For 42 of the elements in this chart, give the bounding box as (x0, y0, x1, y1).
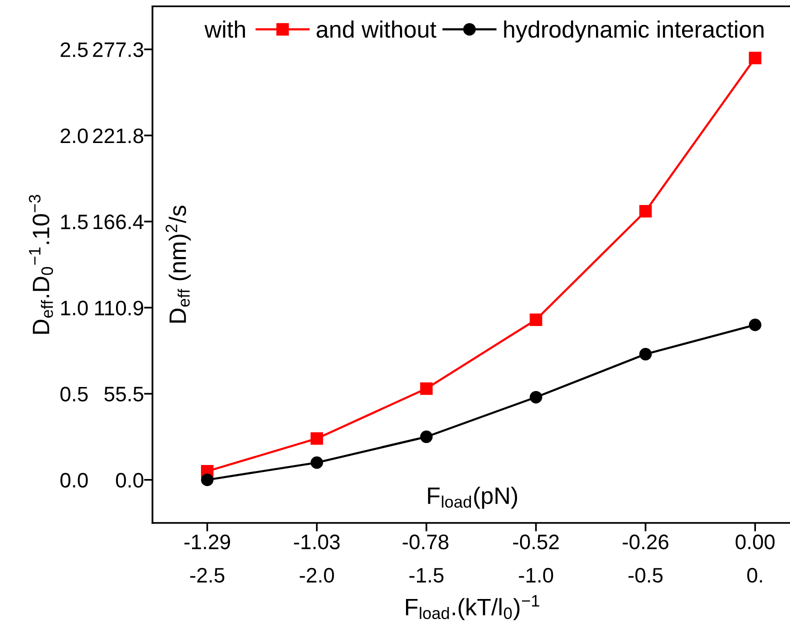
point (748, 52, 762, 64)
y-tick-label: 0.0 (60, 472, 88, 488)
point (310, 456, 324, 469)
point (530, 313, 542, 326)
y-tick-label: 1.0 (61, 300, 88, 316)
x-tick-label: -0.5 (628, 568, 663, 583)
y-tick-label: 1.5 (61, 214, 88, 230)
point (748, 318, 762, 332)
point (310, 432, 324, 445)
x2-tick-label: -1.03 (294, 534, 340, 550)
y2-tick-label: 221.8 (93, 128, 144, 144)
y-tick-label: 0.5 (60, 386, 88, 402)
x-tick-label: -1.5 (409, 568, 444, 583)
point (420, 430, 433, 444)
x-tick-label: -2.0 (300, 568, 334, 583)
point (201, 474, 214, 486)
y2-tick-label: 55.5 (104, 386, 144, 402)
x-tick-label: -1.0 (518, 568, 554, 583)
x-tick-label: 0. (747, 568, 762, 583)
x2-tick-label: -0.52 (513, 534, 559, 550)
point (639, 348, 652, 360)
y2-axis-title: D$_{eff}$ (nm)$^{2}$/s (166, 206, 191, 323)
point (420, 382, 433, 395)
x2-tick-label: 0.00 (736, 534, 775, 550)
y2-tick-label: 0.0 (116, 472, 144, 488)
x2-tick-label: -1.29 (184, 534, 230, 550)
annotation: with (204, 20, 245, 38)
legend-label: and without (316, 20, 436, 38)
x2-tick-label: -0.26 (622, 534, 668, 550)
y2-tick-label: 166.4 (94, 214, 144, 230)
x-tick-label: -2.5 (190, 568, 224, 583)
y-axis-title: D$_{eff}$.D$_{0}$$^{−1}$.10$^{−3}$ (28, 194, 54, 334)
legend-label: hydrodynamic interaction (504, 20, 764, 42)
x2-axis-title: F$_{load}$(pN) (428, 486, 518, 509)
x2-tick-label: -0.78 (402, 534, 448, 550)
y-tick-label: 2.5 (60, 42, 88, 58)
y2-tick-label: 277.3 (93, 42, 144, 58)
x-axis-title: F$_{load}$.(kT/l$_{0}$)$^{−1}$ (406, 595, 540, 620)
point (639, 204, 652, 218)
y-tick-label: 2.0 (60, 128, 88, 144)
point (530, 390, 542, 404)
y2-tick-label: 110.9 (95, 300, 144, 316)
